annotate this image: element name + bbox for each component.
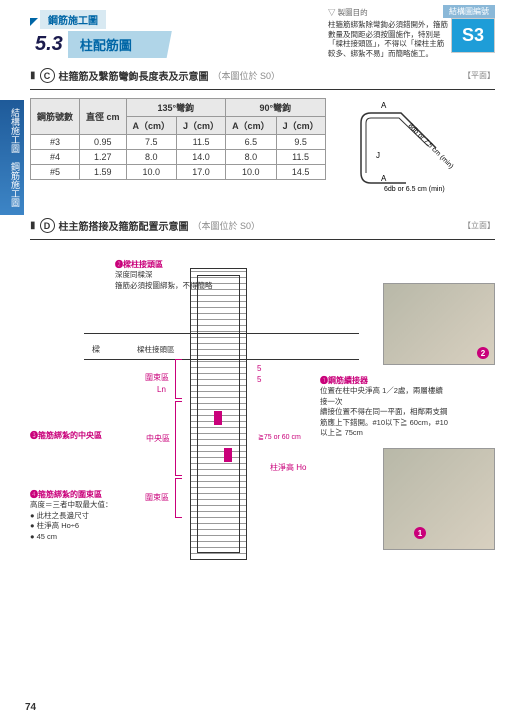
svg-text:6db or 6.5 cm (min): 6db or 6.5 cm (min) [384,186,445,193]
letter-d-icon: D [40,218,55,233]
annot-1: ❶鋼筋續接器 位置在柱中央淨高 1／2處，兩層樓續接一次 續接位置不得在同一平面… [320,376,450,438]
section-c-body: 鋼筋號數 直徑 cm 135°彎鉤 90°彎鉤 A（cm） J（cm） A（cm… [30,98,495,193]
table-row: #51.5910.017.010.014.5 [31,165,326,180]
photo-2: 1 [383,448,495,550]
section-d-header: ▮ D 柱主筋搭接及箍筋配置示意圖 （本圖位於 S0） 【立面】 [30,218,495,233]
letter-c-icon: C [40,68,55,83]
ho-label: 柱淨高 Ho [270,463,306,473]
beam-label: 樑 [92,345,100,355]
section-c-title: 柱箍筋及繫筋彎鉤長度表及示意圖 [59,68,209,83]
triangle-icon [30,18,38,26]
black-square-icon: ▮ [30,70,36,81]
annot-3: ❸箍筋綁紮的中央區 [30,431,102,441]
joint-label: 樑柱接頭區 [137,345,175,355]
th-j135: J（cm） [177,117,226,135]
svg-text:8db or 7.5 cm (min): 8db or 7.5 cm (min) [406,122,454,170]
th-a90: A（cm） [226,117,277,135]
purpose-text: 柱箍筋綁紮除彎鉤必須錯開外，箍筋數量及間距必須按圖施作，特別是「樑柱接頭區」，不… [328,20,448,59]
th-90: 90°彎鉤 [226,99,326,117]
coupler-icon [224,448,232,462]
annot-2: ❷樑柱接頭區 深度同樑深 箍筋必須按圖綁紮，不得簡略 [115,260,213,291]
section-d-view: 【立面】 [463,220,495,231]
center-bracket [175,401,182,476]
marker-1: 1 [414,527,426,539]
dim5-1: 5 [257,364,261,374]
page: 結構施工圖 鋼筋施工圖 鋼筋施工圖 5.3 柱配筋圖 製圖目的 柱箍筋綁紮除彎鉤… [0,0,510,721]
th-num: 鋼筋號數 [31,99,80,135]
svg-text:J: J [376,151,380,160]
code-label: 結構圖編號 [443,5,495,18]
section-label: 鋼筋施工圖 [40,10,106,29]
page-number: 74 [25,702,36,713]
center-label: 中央區 [146,434,170,444]
purpose-box: 製圖目的 柱箍筋綁紮除彎鉤必須錯開外，箍筋數量及間距必須按圖施作，特別是「樑柱接… [328,8,448,59]
section-c-view: 【平面】 [463,70,495,81]
dim5-2: 5 [257,375,261,385]
th-dia: 直徑 cm [80,99,127,135]
table-row: #41.278.014.08.011.5 [31,150,326,165]
table-row: #30.957.511.56.59.5 [31,135,326,150]
svg-text:A: A [381,101,387,110]
hook-table: 鋼筋號數 直徑 cm 135°彎鉤 90°彎鉤 A（cm） J（cm） A（cm… [30,98,326,180]
confine-bracket [175,359,182,399]
th-j90: J（cm） [276,117,325,135]
svg-text:A: A [381,174,387,183]
section-title: 柱配筋圖 [68,31,172,58]
code-badge: S3 [451,18,495,53]
black-square-icon: ▮ [30,220,36,231]
side-tab: 結構施工圖 鋼筋施工圖 [0,100,24,215]
section-c-note: （本圖位於 S0） [213,69,281,82]
dimcond: ≧75 or 60 cm [258,433,301,442]
photo-1: 2 [383,283,495,365]
annot-4: ❹箍筋綁紮的圍束區 高度＝三者中取最大值： ● 此柱之長邊尺寸 ● 柱淨高 Ho… [30,490,160,542]
confine-bracket2 [175,478,182,518]
column-diagram: ❷樑柱接頭區 深度同樑深 箍筋必須按圖綁紮，不得簡略 樑 樑柱接頭區 圍束區 L… [30,248,495,578]
confine-label1: 圍束區 [145,373,169,383]
rule [30,89,495,90]
hook-diagram: A J 8db or 7.5 cm (min) 6db or 6.5 cm (m… [346,98,486,193]
marker-2: 2 [477,347,489,359]
purpose-label: 製圖目的 [328,8,448,18]
section-d-note: （本圖位於 S0） [193,219,261,232]
slab-rect [84,333,359,360]
th-135: 135°彎鉤 [126,99,226,117]
section-c-header: ▮ C 柱箍筋及繫筋彎鉤長度表及示意圖 （本圖位於 S0） 【平面】 [30,68,495,83]
th-a135: A（cm） [126,117,177,135]
section-d-title: 柱主筋搭接及箍筋配置示意圖 [59,218,189,233]
rule [30,239,495,240]
content: 鋼筋施工圖 5.3 柱配筋圖 製圖目的 柱箍筋綁紮除彎鉤必須錯開外，箍筋數量及間… [25,0,510,588]
ln-label: Ln [157,385,166,395]
coupler-icon [214,411,222,425]
section-number: 5.3 [30,33,68,56]
